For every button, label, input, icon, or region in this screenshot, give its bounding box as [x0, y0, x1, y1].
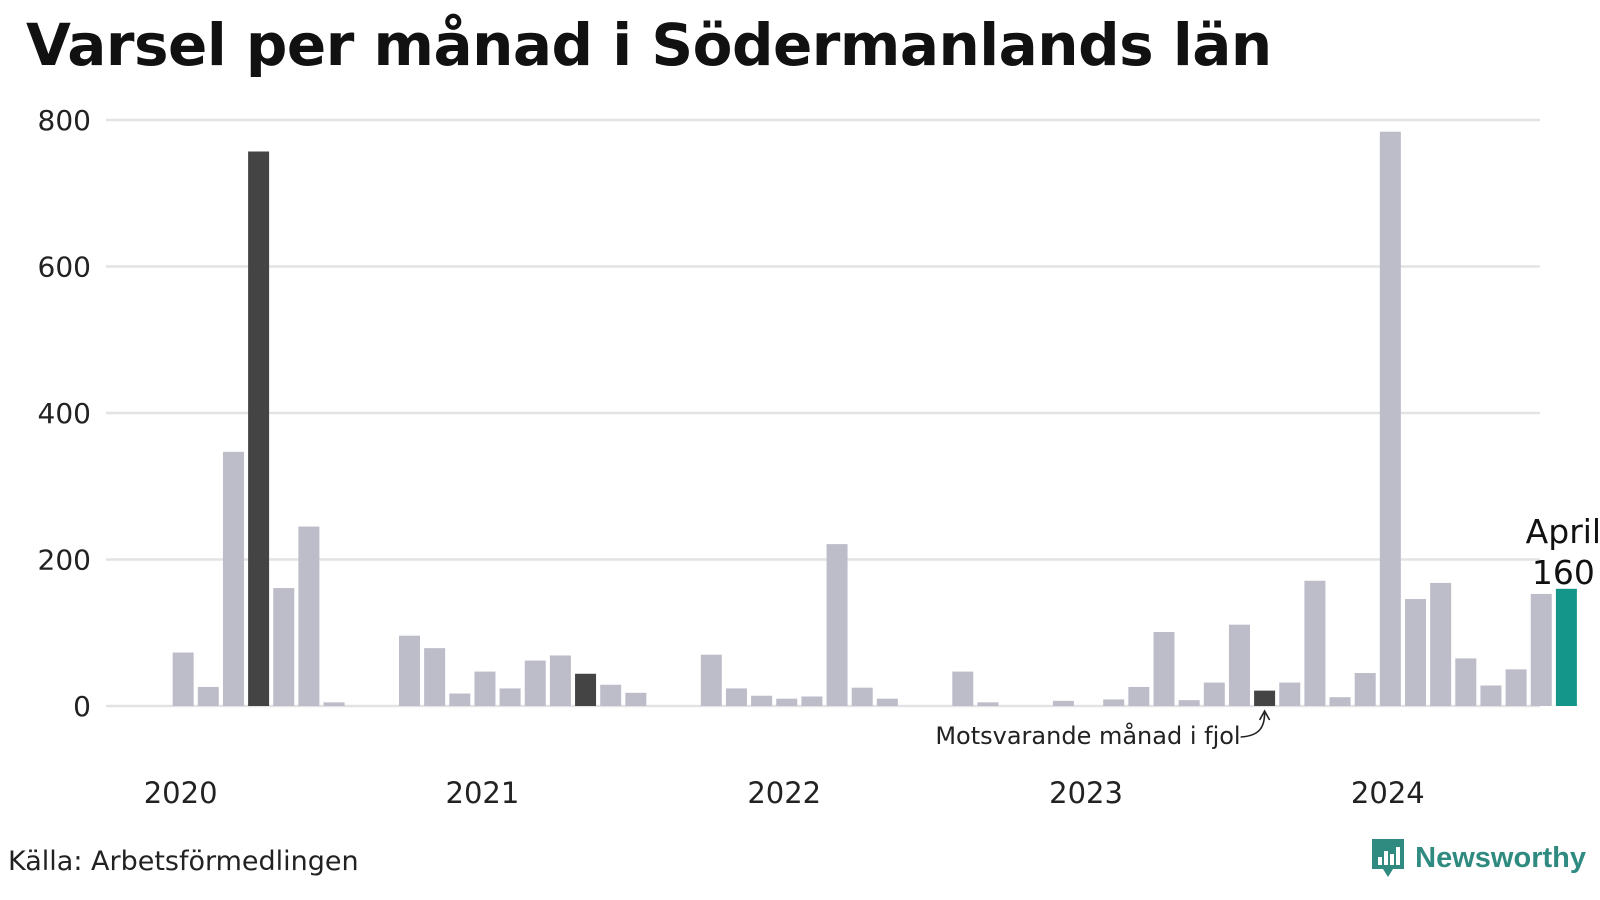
bar — [1430, 582, 1452, 706]
bar — [1103, 699, 1125, 706]
bar — [222, 451, 244, 706]
bar — [1279, 682, 1301, 706]
chart-title: Varsel per månad i Södermanlands län — [26, 11, 1272, 79]
annotation-arrowhead — [1258, 709, 1271, 721]
current-month-value: 160 — [1532, 553, 1595, 592]
x-tick-label: 2023 — [1049, 776, 1123, 810]
bar — [1480, 685, 1502, 706]
bar — [977, 702, 999, 706]
bar — [600, 684, 622, 706]
bar — [474, 671, 496, 706]
bar — [197, 686, 219, 706]
bar — [1505, 669, 1527, 706]
x-tick-label: 2021 — [446, 776, 520, 810]
bar — [575, 673, 597, 706]
bar — [273, 588, 295, 706]
y-tick-label: 800 — [38, 104, 91, 137]
bar — [801, 696, 823, 706]
annotation-text: Motsvarande månad i fjol — [935, 721, 1240, 750]
bar — [1530, 593, 1552, 706]
bar — [1354, 673, 1376, 706]
bar — [1304, 580, 1326, 706]
bar — [625, 692, 647, 706]
source-note: Källa: Arbetsförmedlingen — [8, 846, 359, 877]
bar — [1405, 599, 1426, 706]
bar — [876, 698, 898, 706]
annotation-arrow — [1240, 712, 1266, 738]
bar — [851, 687, 873, 706]
bar — [1455, 658, 1477, 706]
bar — [499, 688, 521, 706]
brand: Newsworthy — [1369, 836, 1586, 880]
x-tick-label: 2022 — [747, 776, 821, 810]
bar — [826, 544, 848, 706]
bar — [248, 151, 270, 706]
bar — [776, 698, 798, 706]
bar — [700, 654, 722, 706]
bar — [1052, 700, 1074, 706]
bar — [323, 702, 345, 706]
y-tick-label: 200 — [38, 544, 91, 577]
bar — [524, 660, 546, 706]
brand-name: Newsworthy — [1415, 841, 1586, 874]
gridlines — [106, 118, 1540, 708]
bar — [1203, 682, 1225, 706]
bar — [751, 695, 773, 706]
bar — [1379, 131, 1401, 707]
x-tick-label: 2024 — [1351, 776, 1425, 810]
bar — [298, 526, 320, 706]
bar — [172, 652, 194, 706]
bar — [1254, 690, 1276, 706]
x-axis: 2020 2021 2022 2023 2024 — [144, 776, 1425, 810]
bar — [725, 688, 747, 706]
y-axis: 0 200 400 600 800 — [38, 104, 91, 723]
bar — [424, 648, 446, 706]
bar — [1178, 700, 1200, 706]
bar — [1555, 588, 1577, 706]
bars — [172, 131, 1577, 707]
bar — [399, 635, 420, 706]
bar — [549, 655, 571, 706]
bar — [449, 693, 471, 706]
y-tick-label: 0 — [73, 690, 91, 723]
current-month-name: April — [1526, 512, 1600, 551]
newsworthy-logo-icon — [1372, 839, 1405, 877]
y-tick-label: 400 — [38, 397, 91, 430]
bar — [1153, 632, 1175, 706]
bar — [1329, 697, 1351, 706]
bar — [1228, 624, 1250, 706]
y-tick-label: 600 — [38, 251, 91, 284]
bar — [952, 671, 974, 706]
annotation: Motsvarande månad i fjol — [935, 709, 1271, 750]
bar — [1128, 686, 1150, 706]
x-tick-label: 2020 — [144, 776, 218, 810]
